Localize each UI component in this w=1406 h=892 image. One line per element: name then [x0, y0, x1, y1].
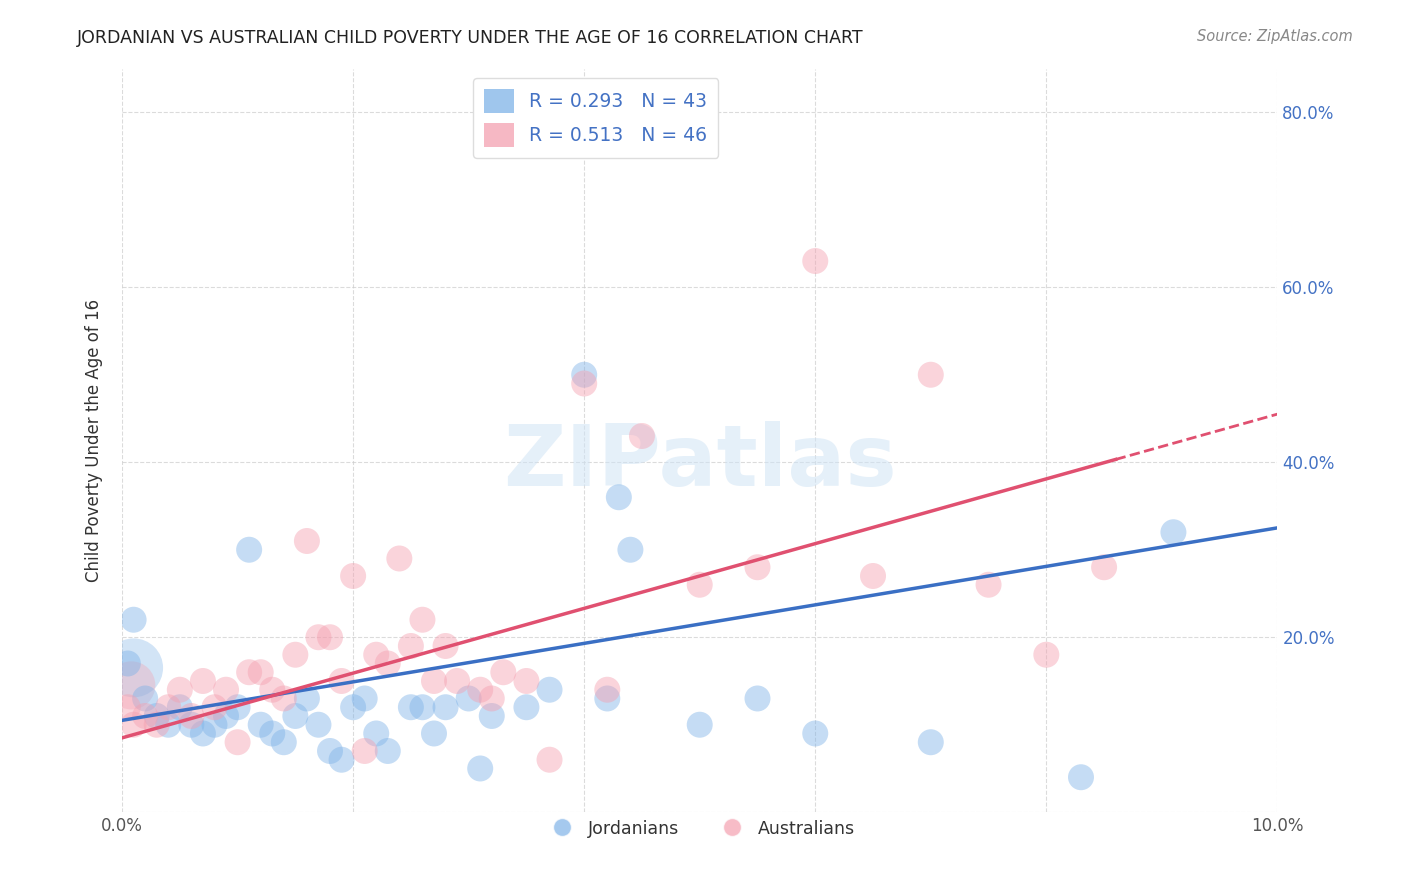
- Point: [145, 709, 167, 723]
- Point: [353, 744, 375, 758]
- Point: [169, 700, 191, 714]
- Point: [262, 726, 284, 740]
- Text: ZIPatlas: ZIPatlas: [503, 421, 897, 504]
- Point: [920, 368, 942, 382]
- Point: [538, 753, 561, 767]
- Point: [423, 726, 446, 740]
- Point: [689, 717, 711, 731]
- Point: [377, 657, 399, 671]
- Point: [388, 551, 411, 566]
- Point: [596, 682, 619, 697]
- Point: [492, 665, 515, 680]
- Point: [191, 673, 214, 688]
- Point: [226, 735, 249, 749]
- Point: [191, 726, 214, 740]
- Point: [607, 490, 630, 504]
- Legend: Jordanians, Australians: Jordanians, Australians: [538, 813, 862, 845]
- Point: [157, 700, 180, 714]
- Point: [117, 700, 139, 714]
- Point: [804, 726, 827, 740]
- Point: [273, 735, 295, 749]
- Point: [1092, 560, 1115, 574]
- Point: [747, 560, 769, 574]
- Point: [470, 762, 492, 776]
- Point: [572, 368, 595, 382]
- Point: [284, 709, 307, 723]
- Point: [122, 661, 145, 675]
- Point: [434, 700, 457, 714]
- Point: [249, 665, 271, 680]
- Point: [330, 673, 353, 688]
- Point: [470, 682, 492, 697]
- Point: [366, 726, 388, 740]
- Point: [1035, 648, 1057, 662]
- Point: [226, 700, 249, 714]
- Point: [157, 717, 180, 731]
- Point: [295, 533, 318, 548]
- Point: [1070, 770, 1092, 784]
- Point: [689, 578, 711, 592]
- Point: [122, 717, 145, 731]
- Point: [411, 700, 433, 714]
- Point: [145, 717, 167, 731]
- Point: [169, 682, 191, 697]
- Point: [238, 665, 260, 680]
- Point: [1163, 525, 1185, 540]
- Point: [134, 709, 156, 723]
- Point: [342, 569, 364, 583]
- Point: [572, 376, 595, 391]
- Point: [122, 613, 145, 627]
- Point: [117, 657, 139, 671]
- Point: [411, 613, 433, 627]
- Point: [204, 717, 226, 731]
- Point: [446, 673, 468, 688]
- Point: [434, 639, 457, 653]
- Point: [308, 717, 330, 731]
- Point: [120, 678, 142, 692]
- Point: [319, 630, 342, 644]
- Y-axis label: Child Poverty Under the Age of 16: Child Poverty Under the Age of 16: [86, 299, 103, 582]
- Point: [134, 691, 156, 706]
- Point: [295, 691, 318, 706]
- Point: [515, 700, 537, 714]
- Point: [862, 569, 884, 583]
- Point: [215, 682, 238, 697]
- Text: Source: ZipAtlas.com: Source: ZipAtlas.com: [1197, 29, 1353, 45]
- Point: [215, 709, 238, 723]
- Point: [180, 717, 202, 731]
- Point: [284, 648, 307, 662]
- Point: [423, 673, 446, 688]
- Point: [399, 639, 422, 653]
- Text: JORDANIAN VS AUSTRALIAN CHILD POVERTY UNDER THE AGE OF 16 CORRELATION CHART: JORDANIAN VS AUSTRALIAN CHILD POVERTY UN…: [77, 29, 863, 47]
- Point: [342, 700, 364, 714]
- Point: [631, 429, 654, 443]
- Point: [330, 753, 353, 767]
- Point: [399, 700, 422, 714]
- Point: [920, 735, 942, 749]
- Point: [249, 717, 271, 731]
- Point: [204, 700, 226, 714]
- Point: [319, 744, 342, 758]
- Point: [353, 691, 375, 706]
- Point: [977, 578, 1000, 592]
- Point: [308, 630, 330, 644]
- Point: [596, 691, 619, 706]
- Point: [481, 691, 503, 706]
- Point: [538, 682, 561, 697]
- Point: [180, 709, 202, 723]
- Point: [747, 691, 769, 706]
- Point: [366, 648, 388, 662]
- Point: [804, 254, 827, 268]
- Point: [619, 542, 641, 557]
- Point: [515, 673, 537, 688]
- Point: [262, 682, 284, 697]
- Point: [273, 691, 295, 706]
- Point: [457, 691, 479, 706]
- Point: [481, 709, 503, 723]
- Point: [238, 542, 260, 557]
- Point: [377, 744, 399, 758]
